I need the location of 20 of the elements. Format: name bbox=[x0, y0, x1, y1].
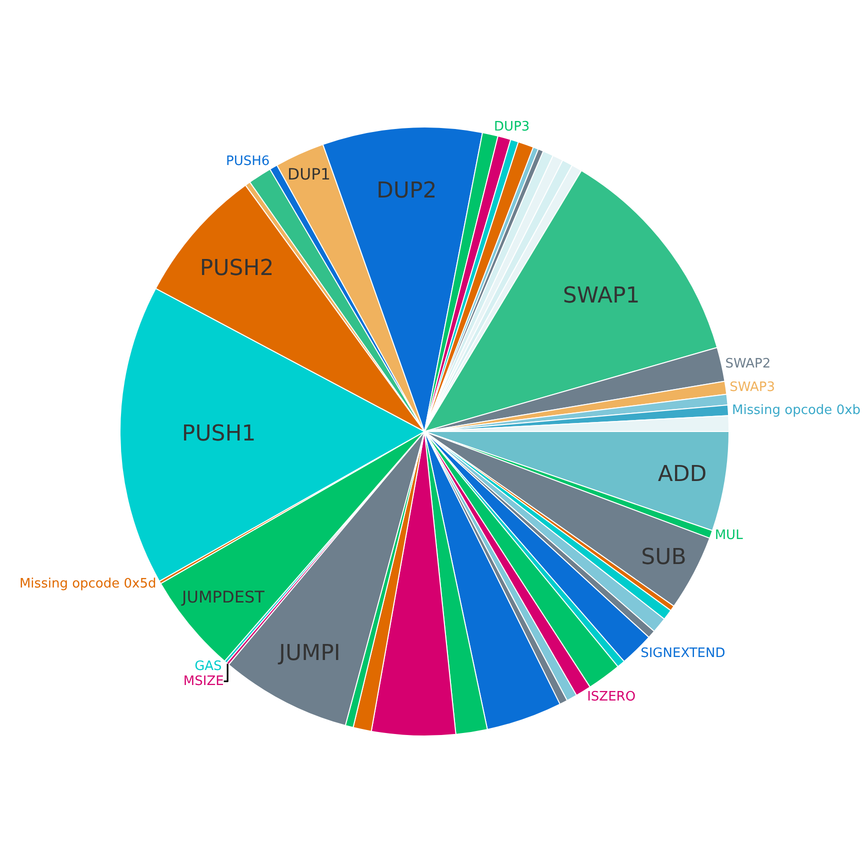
slice-label: SWAP3 bbox=[730, 380, 775, 396]
slice-label: JUMPDEST bbox=[181, 587, 265, 606]
slice-label: SWAP2 bbox=[725, 356, 771, 372]
slice-label: ISZERO bbox=[587, 689, 636, 704]
slice-label: GAS bbox=[194, 658, 222, 674]
slice-label: PUSH1 bbox=[182, 422, 256, 447]
slice-label: SUB bbox=[641, 544, 686, 570]
slice-label: ADD bbox=[658, 462, 707, 488]
slice-label: MSIZE bbox=[183, 674, 224, 689]
slice-label: DUP2 bbox=[376, 178, 437, 204]
slice-label: DUP3 bbox=[494, 120, 530, 135]
slice-label: MUL bbox=[714, 528, 744, 543]
slice-label: DUP1 bbox=[288, 164, 331, 184]
slice-label: Missing opcode 0xb bbox=[732, 402, 861, 418]
slice-label: JUMPI bbox=[277, 640, 340, 666]
slice-label: PUSH6 bbox=[226, 154, 270, 169]
slice-label: SWAP1 bbox=[562, 283, 640, 308]
slice-label: SIGNEXTEND bbox=[640, 646, 726, 662]
slice-label: PUSH2 bbox=[200, 256, 274, 281]
slice-label: Missing opcode 0x5d bbox=[19, 576, 156, 592]
